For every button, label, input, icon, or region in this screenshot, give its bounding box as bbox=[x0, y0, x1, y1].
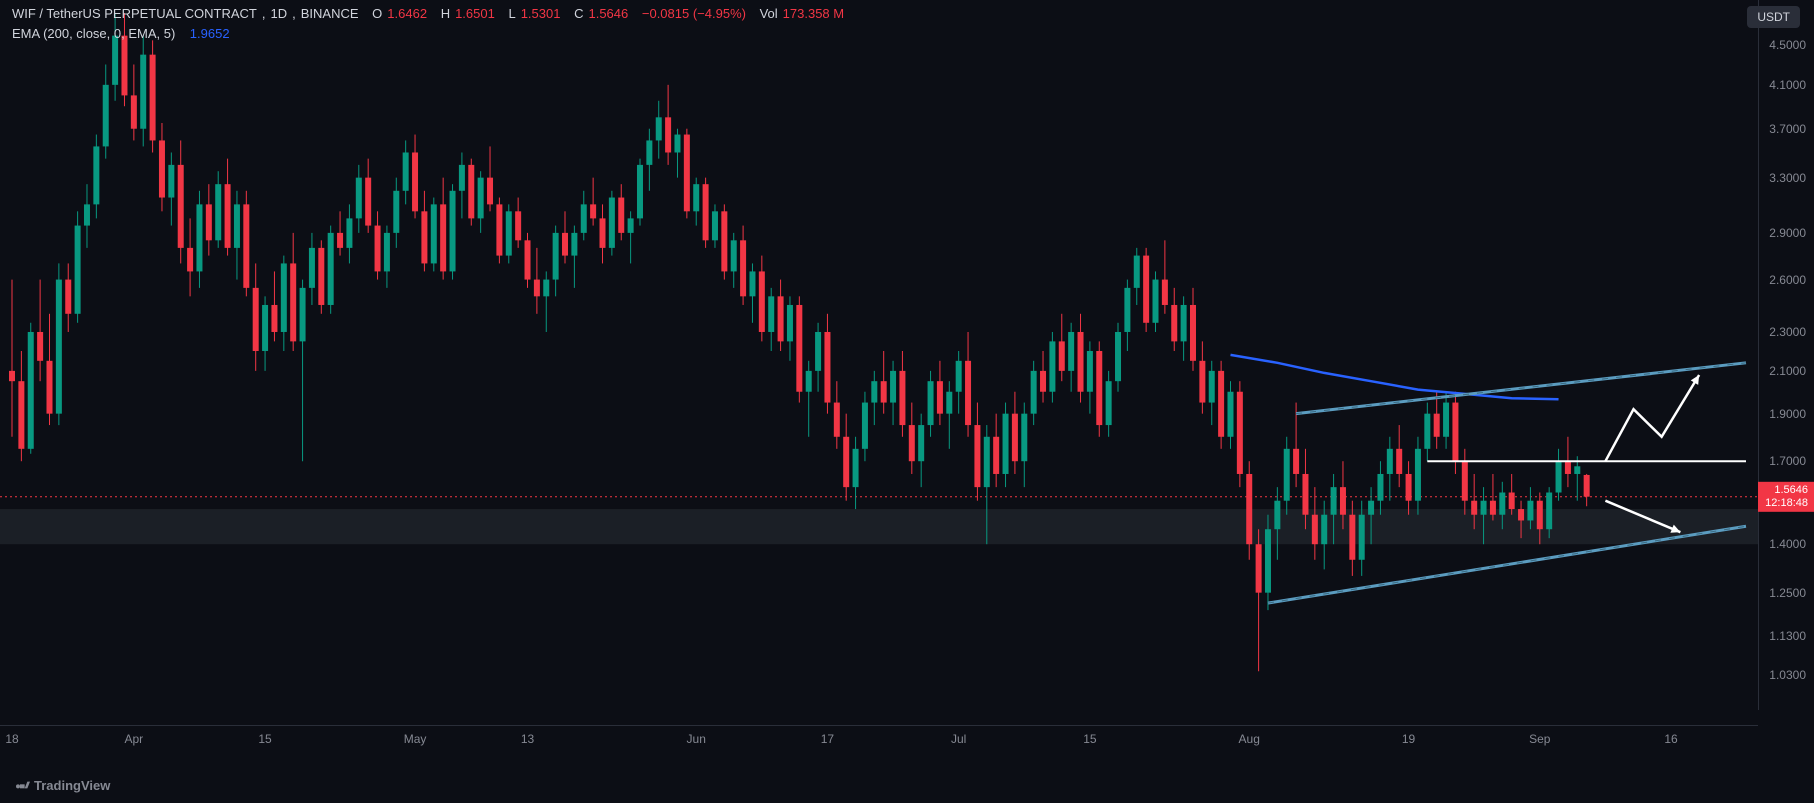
chart-canvas[interactable] bbox=[0, 0, 1758, 710]
exchange-label: BINANCE bbox=[301, 6, 359, 21]
x-tick-label: Sep bbox=[1529, 732, 1550, 746]
y-tick-label: 2.1000 bbox=[1769, 364, 1806, 378]
tradingview-logo-icon bbox=[14, 777, 30, 793]
x-tick-label: Jun bbox=[687, 732, 706, 746]
y-tick-label: 4.1000 bbox=[1769, 78, 1806, 92]
interval-label[interactable]: 1D bbox=[271, 6, 288, 21]
y-tick-label: 4.5000 bbox=[1769, 38, 1806, 52]
ohlc-change: −0.0815 (−4.95%) bbox=[642, 6, 746, 21]
x-tick-label: 15 bbox=[1083, 732, 1096, 746]
branding[interactable]: TradingView bbox=[14, 777, 110, 793]
x-tick-label: Apr bbox=[125, 732, 144, 746]
time-axis[interactable]: 18 Apr 15 May 13 Jun 17 Jul 15 Aug 19 Sep 16 bbox=[0, 725, 1758, 755]
price-axis[interactable]: 4.5000 4.1000 3.7000 3.3000 2.9000 2.6000 2.30… bbox=[1758, 0, 1814, 710]
chart-pane[interactable] bbox=[0, 0, 1758, 710]
y-tick-label: 1.1300 bbox=[1769, 629, 1806, 643]
y-tick-label: 1.2500 bbox=[1769, 586, 1806, 600]
x-tick-label: 17 bbox=[821, 732, 834, 746]
x-tick-label: May bbox=[404, 732, 427, 746]
y-tick-label: 3.3000 bbox=[1769, 171, 1806, 185]
x-tick-label: Jul bbox=[951, 732, 966, 746]
x-tick-label: Aug bbox=[1239, 732, 1260, 746]
price-badge: 1.564612:18:48 bbox=[1758, 482, 1814, 512]
y-tick-label: 2.6000 bbox=[1769, 273, 1806, 287]
chart-header: WIF / TetherUS PERPETUAL CONTRACT , 1D ,… bbox=[12, 6, 844, 21]
current-price: 1.5646 bbox=[1764, 484, 1808, 497]
ohlc-close: 1.5646 bbox=[588, 6, 628, 21]
symbol-label[interactable]: WIF / TetherUS PERPETUAL CONTRACT bbox=[12, 6, 257, 21]
x-tick-label: 18 bbox=[5, 732, 18, 746]
ema-value: 1.9652 bbox=[190, 26, 230, 41]
y-tick-label: 1.9000 bbox=[1769, 407, 1806, 421]
x-tick-label: 13 bbox=[521, 732, 534, 746]
x-tick-label: 19 bbox=[1402, 732, 1415, 746]
ohlc-low: 1.5301 bbox=[521, 6, 561, 21]
y-tick-label: 2.3000 bbox=[1769, 325, 1806, 339]
y-tick-label: 1.0300 bbox=[1769, 668, 1806, 682]
volume-value: 173.358 M bbox=[783, 6, 844, 21]
ohlc-high: 1.6501 bbox=[455, 6, 495, 21]
y-tick-label: 3.7000 bbox=[1769, 122, 1806, 136]
x-tick-label: 16 bbox=[1664, 732, 1677, 746]
ohlc-open: 1.6462 bbox=[387, 6, 427, 21]
y-tick-label: 1.7000 bbox=[1769, 454, 1806, 468]
countdown: 12:18:48 bbox=[1764, 497, 1808, 510]
ema-indicator[interactable]: EMA (200, close, 0, EMA, 5) 1.9652 bbox=[12, 26, 230, 41]
y-tick-label: 1.4000 bbox=[1769, 537, 1806, 551]
x-tick-label: 15 bbox=[258, 732, 271, 746]
quote-currency-badge[interactable]: USDT bbox=[1747, 6, 1800, 28]
y-tick-label: 2.9000 bbox=[1769, 226, 1806, 240]
